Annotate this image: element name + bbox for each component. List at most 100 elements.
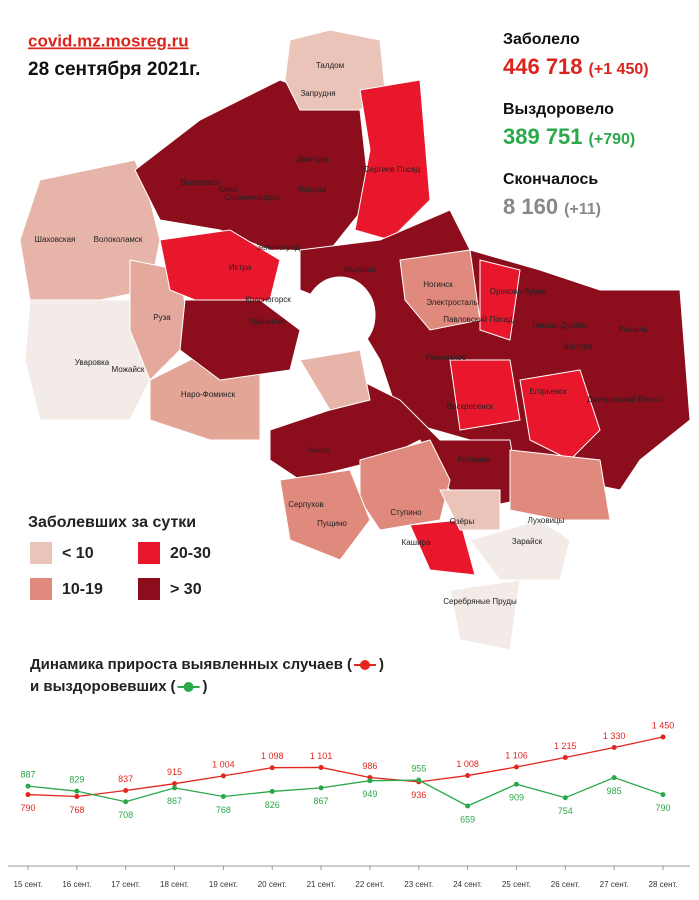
series-line bbox=[27, 736, 664, 798]
series-line bbox=[27, 776, 664, 807]
point bbox=[660, 734, 666, 740]
value-label: 985 bbox=[607, 786, 622, 796]
value-label: 936 bbox=[411, 790, 426, 800]
value-label: 909 bbox=[509, 793, 524, 803]
value-label: 790 bbox=[655, 803, 670, 813]
point bbox=[220, 773, 226, 779]
legend-label: > 30 bbox=[170, 581, 202, 598]
map-label: Ногинск bbox=[423, 280, 453, 289]
legend-label: 10-19 bbox=[62, 581, 103, 598]
region bbox=[299, 349, 371, 411]
region bbox=[509, 449, 611, 521]
point bbox=[74, 788, 80, 794]
map-label: Раменское bbox=[426, 353, 467, 362]
legend-label: < 10 bbox=[62, 545, 94, 562]
map-label: Егорьевск bbox=[529, 387, 567, 396]
map-label: Озёры bbox=[450, 517, 475, 526]
value-label: 1 101 bbox=[310, 751, 333, 761]
stat-delta: (+11) bbox=[564, 201, 601, 218]
region bbox=[439, 489, 501, 531]
value-label: 1 098 bbox=[261, 751, 284, 761]
x-tick-label: 22 сент. bbox=[355, 880, 384, 889]
x-tick-label: 18 сент. bbox=[160, 880, 189, 889]
point bbox=[172, 785, 178, 791]
map-label: Кашира bbox=[402, 538, 431, 547]
map-label: Дмитровский Погост bbox=[587, 395, 663, 404]
point bbox=[318, 785, 324, 791]
map-label: Луховицы bbox=[528, 516, 565, 525]
map-label: Шаховская bbox=[35, 235, 76, 244]
stat-label: Заболело bbox=[503, 31, 580, 48]
bracket: ) bbox=[379, 656, 384, 673]
stat-delta: (+1 450) bbox=[589, 61, 649, 78]
point bbox=[611, 775, 617, 781]
map-label: Наро-Фоминск bbox=[181, 390, 236, 399]
point bbox=[25, 792, 31, 798]
map-label: Талдом bbox=[316, 61, 344, 70]
map-label: Сергиев Посад bbox=[364, 165, 421, 174]
point bbox=[220, 793, 226, 799]
x-tick-label: 28 сент. bbox=[649, 880, 678, 889]
bracket: ( bbox=[171, 678, 176, 695]
map-label: Серпухов bbox=[288, 500, 324, 509]
stat-value: 446 718 bbox=[503, 54, 583, 79]
value-label: 754 bbox=[558, 806, 573, 816]
map-label: Дмитров bbox=[297, 155, 329, 164]
map-label: Воскресенск bbox=[447, 402, 494, 411]
map bbox=[19, 29, 691, 651]
map-label: Солнечногорск bbox=[224, 193, 280, 202]
region bbox=[399, 249, 481, 331]
point bbox=[123, 787, 129, 793]
value-label: 708 bbox=[118, 810, 133, 820]
value-label: 887 bbox=[20, 769, 35, 779]
point bbox=[562, 754, 568, 760]
map-label: Зеленоград bbox=[256, 243, 300, 252]
map-label: Ликино-Дулёво bbox=[532, 321, 589, 330]
point bbox=[367, 778, 373, 784]
site: covid.mz.mosreg.ru bbox=[28, 31, 189, 50]
legend-swatch bbox=[138, 578, 160, 600]
point bbox=[513, 764, 519, 770]
region bbox=[469, 519, 571, 581]
legend-dot bbox=[359, 660, 370, 670]
value-label: 955 bbox=[411, 764, 426, 774]
moscow bbox=[304, 276, 376, 354]
map-label: Волоколамск bbox=[94, 235, 143, 244]
point bbox=[513, 781, 519, 787]
value-label: 1 106 bbox=[505, 750, 528, 760]
region bbox=[409, 519, 476, 576]
point bbox=[465, 773, 471, 779]
value-label: 986 bbox=[362, 761, 377, 771]
region bbox=[179, 299, 301, 381]
point bbox=[611, 744, 617, 750]
x-tick-label: 16 сент. bbox=[62, 880, 91, 889]
point bbox=[269, 788, 275, 794]
x-tick-label: 23 сент. bbox=[404, 880, 433, 889]
value-label: 867 bbox=[314, 796, 329, 806]
stat-value: 8 160 bbox=[503, 194, 558, 219]
point bbox=[318, 764, 324, 770]
point bbox=[660, 792, 666, 798]
map-label: Одинцово bbox=[249, 317, 287, 326]
map-label: Мытищи bbox=[344, 265, 376, 274]
map-label: Шатура bbox=[564, 342, 593, 351]
map-label: Зарайск bbox=[512, 537, 543, 546]
bracket: ( bbox=[347, 656, 352, 673]
x-tick-label: 21 сент. bbox=[307, 880, 336, 889]
legend-swatch bbox=[30, 578, 52, 600]
x-tick-label: 26 сент. bbox=[551, 880, 580, 889]
value-label: 790 bbox=[20, 803, 35, 813]
stat-label: Выздоровело bbox=[503, 101, 614, 118]
map-label: Орехово-Зуево bbox=[490, 287, 547, 296]
map-label: Руза bbox=[153, 313, 171, 322]
chart-legend-text: Динамика прироста выявленных случаев bbox=[30, 656, 343, 673]
value-label: 837 bbox=[118, 774, 133, 784]
legend-swatch bbox=[138, 542, 160, 564]
map-label: Клин bbox=[219, 185, 237, 194]
map-label: Ступино bbox=[390, 508, 422, 517]
map-label: Уваровка bbox=[75, 358, 110, 367]
value-label: 1 008 bbox=[456, 759, 479, 769]
point bbox=[465, 803, 471, 809]
x-tick-label: 20 сент. bbox=[258, 880, 287, 889]
